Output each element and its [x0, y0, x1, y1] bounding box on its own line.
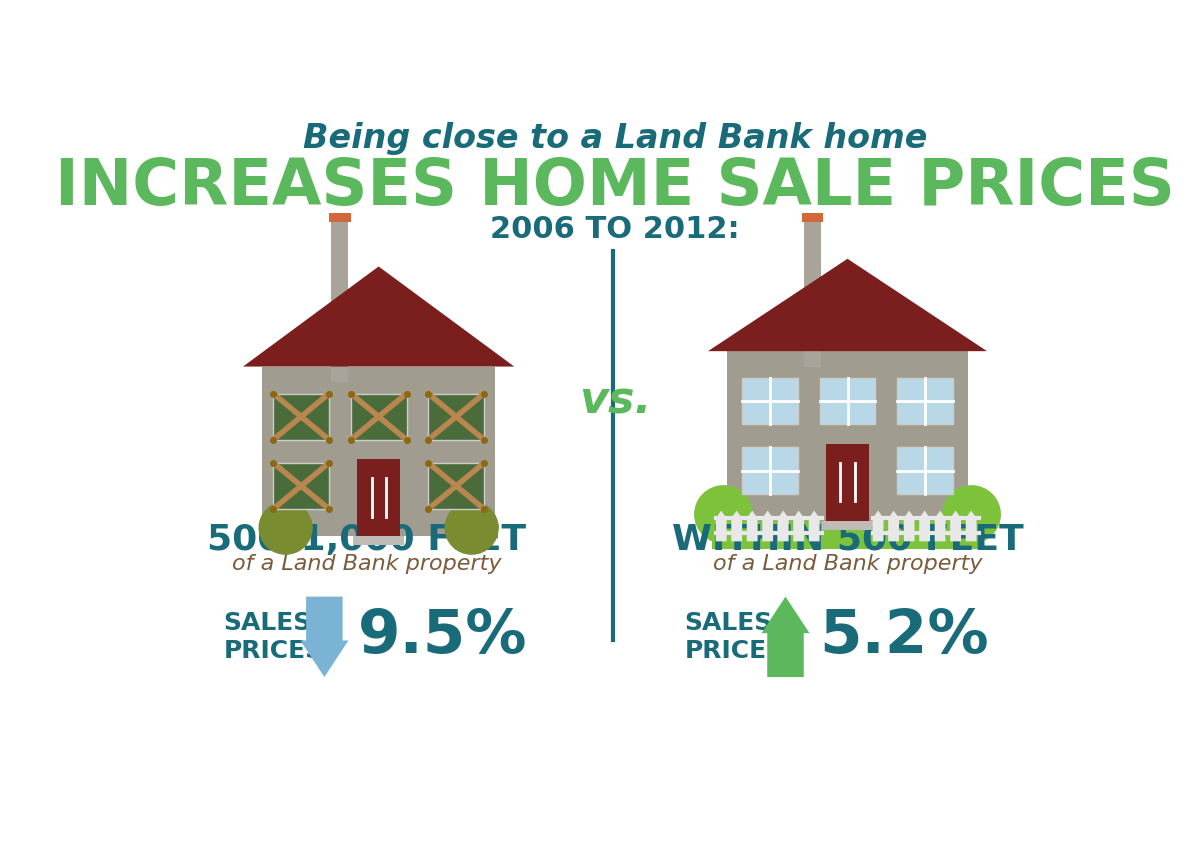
Circle shape — [694, 485, 752, 543]
Polygon shape — [802, 213, 823, 222]
Polygon shape — [712, 507, 983, 549]
Polygon shape — [331, 222, 348, 382]
Polygon shape — [966, 510, 977, 542]
Text: of a Land Bank property: of a Land Bank property — [713, 553, 983, 574]
Polygon shape — [274, 394, 329, 440]
Polygon shape — [793, 510, 804, 542]
Text: Being close to a Land Bank home: Being close to a Land Bank home — [302, 123, 928, 156]
Polygon shape — [708, 259, 986, 352]
Polygon shape — [762, 596, 810, 677]
Polygon shape — [950, 510, 961, 542]
Polygon shape — [274, 463, 329, 509]
Circle shape — [444, 501, 499, 555]
Polygon shape — [731, 510, 742, 542]
Polygon shape — [727, 352, 967, 521]
Polygon shape — [329, 213, 350, 222]
Polygon shape — [354, 536, 404, 545]
Polygon shape — [898, 378, 953, 425]
Polygon shape — [746, 510, 757, 542]
Text: of a Land Bank property: of a Land Bank property — [233, 553, 502, 574]
Text: 9.5%: 9.5% — [358, 607, 527, 666]
Polygon shape — [820, 378, 876, 425]
Text: WITHIN 500 FEET: WITHIN 500 FEET — [672, 523, 1024, 557]
Polygon shape — [742, 378, 798, 425]
Text: 2006 TO 2012:: 2006 TO 2012: — [490, 215, 740, 244]
Polygon shape — [715, 510, 727, 542]
Polygon shape — [888, 510, 899, 542]
Polygon shape — [742, 447, 798, 494]
Text: 5.2%: 5.2% — [818, 607, 989, 666]
Polygon shape — [428, 463, 484, 509]
Polygon shape — [762, 510, 773, 542]
Circle shape — [258, 501, 313, 555]
Polygon shape — [428, 394, 484, 440]
Polygon shape — [919, 510, 930, 542]
Text: SALES
PRICES: SALES PRICES — [223, 611, 324, 663]
Polygon shape — [826, 443, 869, 521]
Polygon shape — [872, 510, 883, 542]
Polygon shape — [350, 394, 407, 440]
Text: INCREASES HOME SALE PRICES: INCREASES HOME SALE PRICES — [55, 156, 1175, 219]
Polygon shape — [778, 510, 788, 542]
Polygon shape — [263, 367, 494, 536]
Polygon shape — [358, 459, 400, 536]
Circle shape — [942, 485, 1001, 543]
Polygon shape — [242, 267, 515, 367]
Text: SALES
PRICES: SALES PRICES — [685, 611, 785, 663]
Text: vs.: vs. — [578, 380, 652, 423]
Polygon shape — [809, 510, 820, 542]
Text: 500–1,000 FEET: 500–1,000 FEET — [208, 523, 527, 557]
Polygon shape — [300, 596, 348, 677]
Polygon shape — [904, 510, 914, 542]
Polygon shape — [935, 510, 946, 542]
Polygon shape — [804, 222, 821, 367]
Polygon shape — [898, 447, 953, 494]
Polygon shape — [822, 521, 872, 530]
